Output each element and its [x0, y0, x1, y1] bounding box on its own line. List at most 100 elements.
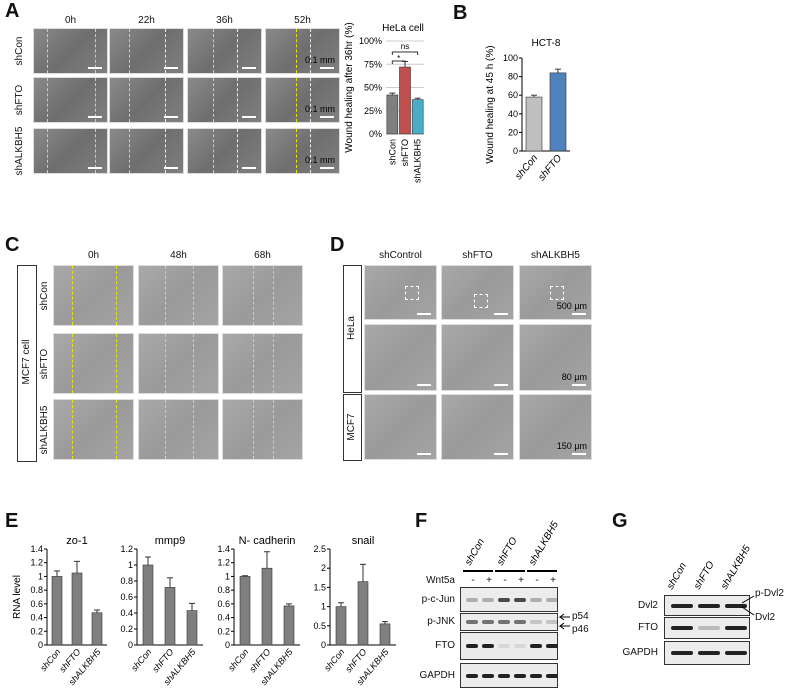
x-tick-label: shCon	[129, 647, 153, 673]
wound-edge	[95, 29, 96, 73]
bar	[386, 94, 399, 135]
wound-image: 0.1 mm	[265, 77, 340, 123]
wound-edge	[129, 129, 130, 173]
wound-edge	[193, 266, 194, 325]
lane-label: shCon	[463, 537, 487, 568]
chart-E1: zo-100.20.40.60.811.21.4shConshFTOshALKB…	[12, 535, 107, 687]
x-tick-label: shCon	[322, 647, 346, 673]
band	[498, 673, 510, 678]
band	[482, 673, 494, 678]
bar	[335, 606, 347, 646]
timepoint-label: 68h	[254, 250, 271, 261]
chart-title: HCT-8	[532, 38, 561, 49]
x-tick-label: shCon	[387, 139, 397, 165]
cell-image	[441, 324, 514, 391]
y-tick-label: 0	[513, 146, 518, 156]
wound-image	[187, 128, 262, 174]
y-tick-label: 20	[508, 127, 518, 137]
column-label: shControl	[379, 250, 422, 261]
wound-edge	[237, 29, 238, 73]
blot-dvl2	[664, 595, 750, 616]
wound-edge	[165, 78, 166, 122]
lane-label: shALKBH5	[527, 519, 561, 567]
wound-edge	[296, 78, 297, 122]
significance-label: ns	[401, 42, 409, 51]
chart-title: N- cadherin	[239, 535, 296, 547]
band	[530, 644, 542, 648]
x-tick-label: shCon	[226, 647, 250, 673]
scale-label: 150 µm	[556, 441, 587, 451]
band	[698, 626, 720, 630]
bar	[91, 612, 103, 646]
wound-image	[33, 128, 108, 174]
blot-label: p-JNK	[427, 616, 455, 627]
y-tick-label: 25%	[364, 106, 382, 116]
y-tick-label: 0	[38, 640, 43, 650]
band	[498, 644, 510, 648]
wound-edge	[253, 400, 254, 459]
panel-label-f: F	[415, 510, 428, 532]
bar	[164, 587, 176, 646]
wound-edge	[237, 78, 238, 122]
blot-p-c-jun	[460, 587, 558, 612]
wound-edge	[165, 266, 166, 325]
band	[466, 673, 478, 678]
y-tick-label: 100	[503, 53, 518, 63]
band	[466, 644, 478, 648]
blot-gapdh	[664, 641, 750, 665]
zoom-box	[405, 286, 419, 300]
wound-edge	[237, 129, 238, 173]
scale-bar	[164, 167, 178, 169]
blot-fto	[460, 632, 558, 660]
band	[698, 603, 720, 608]
lane-label: shALKBH5	[719, 543, 753, 591]
wound-edge	[310, 78, 311, 122]
scale-bar	[242, 67, 256, 69]
wound-image	[109, 128, 184, 174]
wound-edge	[253, 266, 254, 325]
blot-label: GAPDH	[419, 669, 455, 681]
band	[514, 597, 526, 602]
wound-edge	[47, 29, 48, 73]
bar	[71, 572, 83, 646]
x-tick-label: shFTO	[400, 139, 410, 166]
cell-image	[441, 394, 514, 460]
wound-image	[138, 333, 219, 394]
scale-bar	[417, 453, 431, 455]
wound-image	[138, 265, 219, 326]
bar	[411, 99, 424, 135]
zoom-box	[474, 294, 488, 308]
lane-group-line	[527, 570, 557, 572]
x-tick-label: shCon	[513, 153, 540, 183]
panel-label-a: A	[5, 0, 20, 22]
wound-image	[33, 77, 108, 123]
treatment-sign: -	[535, 575, 539, 586]
bar	[239, 576, 251, 646]
scale-label: 0.1 mm	[304, 104, 335, 114]
treatment-label: Wnt5a	[426, 575, 455, 586]
wound-edge	[296, 129, 297, 173]
arrow-label: p54	[572, 611, 589, 622]
blot-label: p-c-Jun	[421, 593, 455, 605]
wound-image	[222, 333, 303, 394]
wound-edge	[193, 334, 194, 393]
scale-label: 80 µm	[561, 372, 587, 382]
cell-image	[364, 394, 437, 460]
annotation-label: Dvl2	[755, 612, 776, 623]
y-tick-label: 0.8	[120, 576, 133, 586]
wound-edge	[310, 129, 311, 173]
band	[530, 673, 542, 678]
blot-label: FTO	[638, 622, 658, 633]
significance-label: *	[397, 54, 400, 63]
wound-edge	[213, 129, 214, 173]
scale-bar	[320, 167, 334, 169]
band	[725, 603, 747, 608]
wound-edge	[165, 29, 166, 73]
scale-bar	[88, 116, 102, 118]
y-tick-label: 1.2	[217, 558, 230, 568]
y-tick-label: 0.8	[30, 585, 43, 595]
band	[482, 644, 494, 648]
y-tick-label: 40	[508, 109, 518, 119]
y-tick-label: 0	[225, 640, 230, 650]
y-tick-label: 0	[321, 640, 326, 650]
